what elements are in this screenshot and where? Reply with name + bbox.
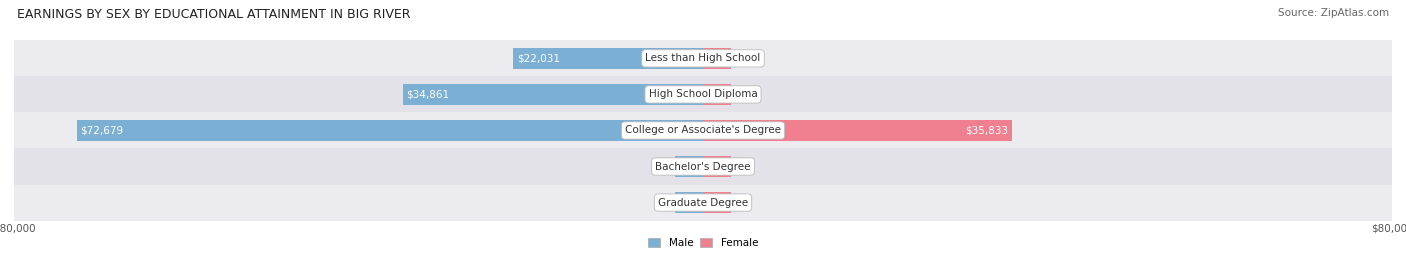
Bar [675, 156, 703, 177]
Text: Graduate Degree: Graduate Degree [658, 197, 748, 208]
Bar [703, 120, 1011, 141]
Bar [14, 185, 1392, 221]
Text: Source: ZipAtlas.com: Source: ZipAtlas.com [1278, 8, 1389, 18]
Text: EARNINGS BY SEX BY EDUCATIONAL ATTAINMENT IN BIG RIVER: EARNINGS BY SEX BY EDUCATIONAL ATTAINMEN… [17, 8, 411, 21]
Text: $0: $0 [659, 161, 672, 172]
Bar [703, 84, 731, 105]
Text: Less than High School: Less than High School [645, 53, 761, 63]
Bar [703, 48, 731, 69]
Bar [14, 76, 1392, 112]
Text: $0: $0 [734, 89, 747, 100]
Bar [402, 84, 703, 105]
Legend: Male, Female: Male, Female [648, 238, 758, 248]
Text: $34,861: $34,861 [406, 89, 450, 100]
Text: High School Diploma: High School Diploma [648, 89, 758, 100]
Bar [14, 148, 1392, 185]
Text: $72,679: $72,679 [80, 125, 124, 136]
Bar [703, 192, 731, 213]
Text: $0: $0 [734, 197, 747, 208]
Bar [14, 40, 1392, 76]
Text: College or Associate's Degree: College or Associate's Degree [626, 125, 780, 136]
Text: $0: $0 [734, 53, 747, 63]
Text: $22,031: $22,031 [517, 53, 560, 63]
Bar [513, 48, 703, 69]
Bar [675, 192, 703, 213]
Text: $0: $0 [734, 161, 747, 172]
Text: $35,833: $35,833 [965, 125, 1008, 136]
Bar [14, 112, 1392, 148]
Bar [703, 156, 731, 177]
Text: Bachelor's Degree: Bachelor's Degree [655, 161, 751, 172]
Text: $0: $0 [659, 197, 672, 208]
Bar [77, 120, 703, 141]
